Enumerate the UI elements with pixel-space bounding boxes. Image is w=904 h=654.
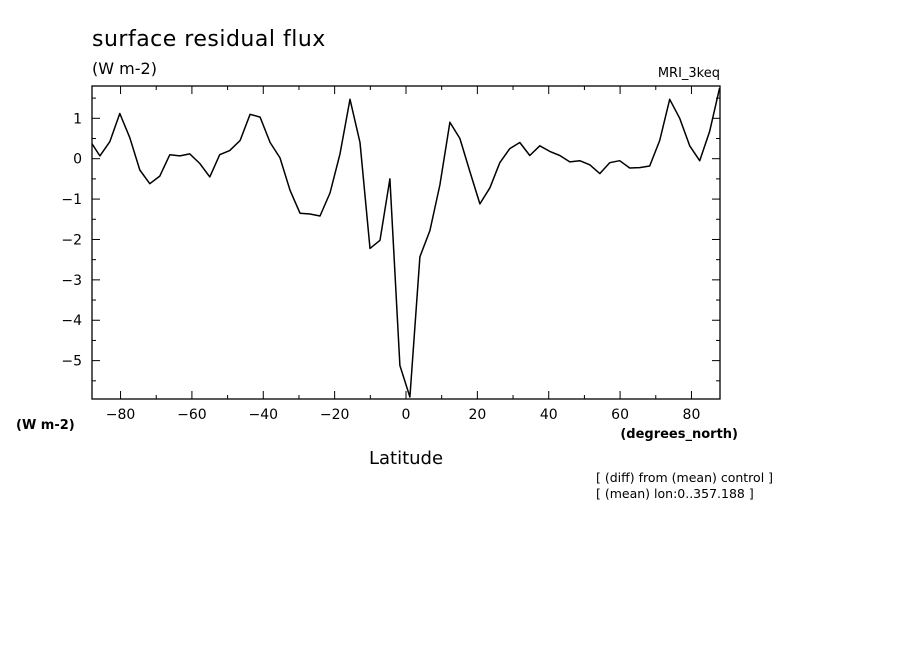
series-line — [92, 87, 720, 398]
x-tick-label: 0 — [402, 407, 411, 423]
y-tick-label: −1 — [61, 192, 82, 208]
y-tick-label: 1 — [73, 111, 82, 127]
x-tick-label: 40 — [540, 407, 558, 423]
x-tick-label: −60 — [177, 407, 207, 423]
x-axis-unit: (degrees_north) — [620, 427, 738, 442]
plot-frame — [91, 85, 721, 400]
note-mean: [ (mean) lon:0..357.188 ] — [596, 486, 754, 501]
dataset-label: MRI_3keq — [658, 66, 720, 81]
note-diff: [ (diff) from (mean) control ] — [596, 470, 773, 485]
x-axis-ticks: −80 −60 −40 −20 0 20 40 60 80 — [106, 86, 701, 423]
x-tick-label: −40 — [248, 407, 278, 423]
x-tick-label: −80 — [106, 407, 136, 423]
y-tick-label: −3 — [61, 273, 82, 289]
y-axis-label: (W m-2) — [16, 418, 75, 433]
y-tick-label: −5 — [61, 354, 82, 370]
chart-units: (W m-2) — [92, 59, 157, 78]
y-tick-label: −2 — [61, 232, 82, 248]
chart-title: surface residual flux — [92, 27, 326, 52]
y-tick-label: −4 — [61, 313, 82, 329]
x-tick-label: 20 — [468, 407, 486, 423]
x-tick-label: 60 — [611, 407, 629, 423]
x-tick-label: 80 — [683, 407, 701, 423]
x-tick-label: −20 — [320, 407, 350, 423]
y-axis-ticks: 1 0 −1 −2 −3 −4 −5 — [61, 97, 720, 382]
series-group — [92, 87, 720, 398]
y-tick-label: 0 — [73, 152, 82, 168]
x-axis-label: Latitude — [369, 448, 443, 469]
